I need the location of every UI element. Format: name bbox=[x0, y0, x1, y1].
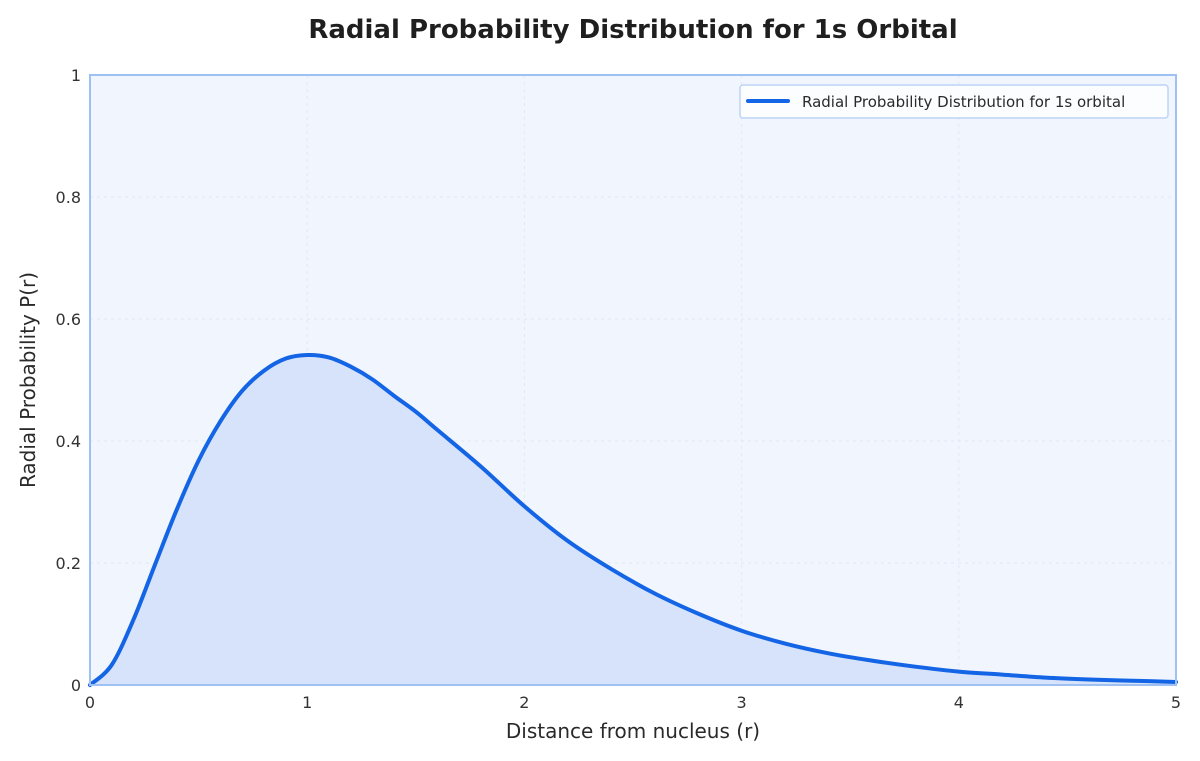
plot-frame bbox=[89, 74, 1177, 686]
grid-lines bbox=[90, 75, 1176, 685]
y-tick-label: 0.4 bbox=[56, 432, 81, 451]
legend-box bbox=[739, 84, 1169, 119]
legend: Radial Probability Distribution for 1s o… bbox=[739, 84, 1169, 119]
x-tick-label: 1 bbox=[302, 693, 312, 712]
y-tick-label: 1 bbox=[71, 66, 81, 85]
y-tick-label: 0.6 bbox=[56, 310, 81, 329]
x-tick-label: 3 bbox=[737, 693, 747, 712]
x-axis-label: Distance from nucleus (r) bbox=[506, 719, 760, 743]
y-axis-ticks: 0 0.2 0.4 0.6 0.8 1 bbox=[56, 66, 81, 695]
x-tick-label: 2 bbox=[519, 693, 529, 712]
x-tick-label: 0 bbox=[85, 693, 95, 712]
y-tick-label: 0.2 bbox=[56, 554, 81, 573]
x-axis-ticks: 0 1 2 3 4 5 bbox=[85, 693, 1181, 712]
x-tick-label: 4 bbox=[954, 693, 964, 712]
area-fill bbox=[90, 354, 1176, 685]
chart-title: Radial Probability Distribution for 1s O… bbox=[308, 15, 957, 45]
x-tick-label: 5 bbox=[1171, 693, 1181, 712]
y-axis-label: Radial Probability P(r) bbox=[16, 272, 40, 488]
series-line bbox=[88, 352, 1178, 687]
y-tick-label: 0 bbox=[71, 676, 81, 695]
legend-label: Radial Probability Distribution for 1s o… bbox=[802, 93, 1125, 111]
y-tick-label: 0.8 bbox=[56, 188, 81, 207]
